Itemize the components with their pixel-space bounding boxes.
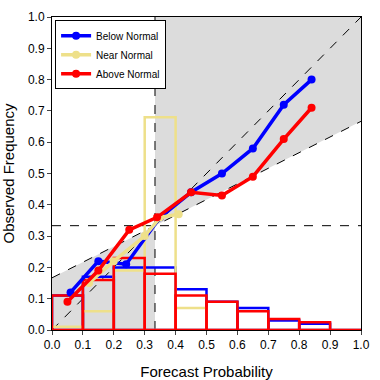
svg-text:0.9: 0.9 <box>322 338 339 352</box>
svg-text:0.7: 0.7 <box>260 338 277 352</box>
svg-text:Forecast Probability: Forecast Probability <box>140 363 273 380</box>
svg-text:0.1: 0.1 <box>28 292 45 306</box>
svg-text:0.8: 0.8 <box>28 73 45 87</box>
svg-text:0.1: 0.1 <box>75 338 92 352</box>
svg-text:0.2: 0.2 <box>28 261 45 275</box>
svg-text:Below Normal: Below Normal <box>96 31 158 42</box>
svg-text:0.2: 0.2 <box>105 338 122 352</box>
svg-text:0.4: 0.4 <box>28 198 45 212</box>
svg-text:Observed Frequency: Observed Frequency <box>0 103 17 244</box>
svg-text:0.3: 0.3 <box>136 338 153 352</box>
svg-text:0.5: 0.5 <box>28 167 45 181</box>
svg-text:1.0: 1.0 <box>353 338 370 352</box>
svg-text:0.7: 0.7 <box>28 104 45 118</box>
svg-text:0.4: 0.4 <box>167 338 184 352</box>
svg-text:Above Normal: Above Normal <box>96 69 159 80</box>
svg-text:0.3: 0.3 <box>28 229 45 243</box>
svg-text:0.6: 0.6 <box>28 135 45 149</box>
svg-text:0.0: 0.0 <box>44 338 61 352</box>
svg-text:0.5: 0.5 <box>198 338 215 352</box>
svg-text:0.0: 0.0 <box>28 323 45 337</box>
svg-text:Near Normal: Near Normal <box>96 50 153 61</box>
svg-text:0.8: 0.8 <box>291 338 308 352</box>
svg-text:1.0: 1.0 <box>28 10 45 24</box>
svg-text:0.9: 0.9 <box>28 42 45 56</box>
svg-text:0.6: 0.6 <box>229 338 246 352</box>
